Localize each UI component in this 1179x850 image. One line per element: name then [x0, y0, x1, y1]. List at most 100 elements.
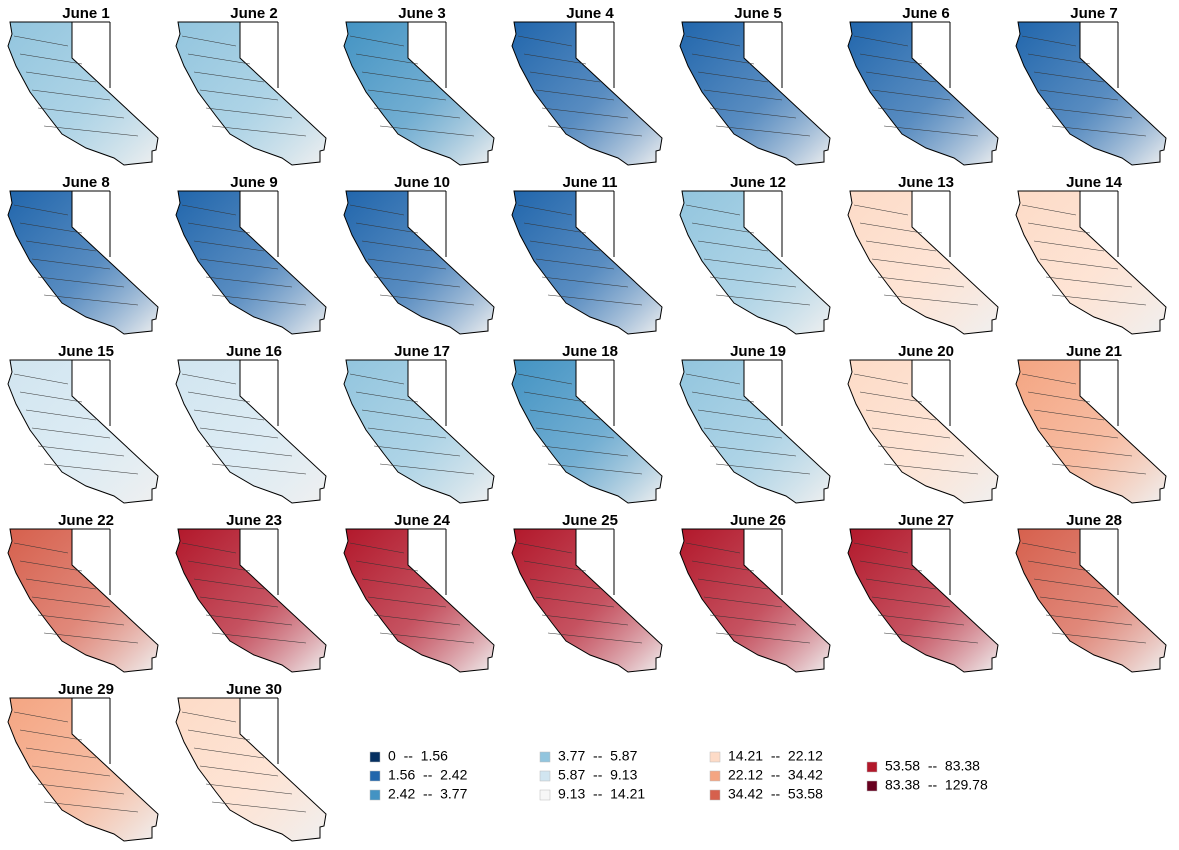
legend-label: 9.13 -- 14.21 — [558, 786, 645, 802]
panel-title: June 14 — [1066, 174, 1123, 191]
panel-title: June 23 — [226, 512, 282, 529]
panel-title: June 8 — [62, 174, 110, 191]
legend-label: 3.77 -- 5.87 — [558, 748, 638, 764]
legend-label: 1.56 -- 2.42 — [388, 767, 468, 783]
legend-swatch — [540, 790, 550, 800]
state-map — [176, 22, 326, 165]
map-panel: June 12 — [680, 174, 830, 334]
map-panel: June 6 — [848, 5, 998, 165]
panel-title: June 29 — [58, 681, 114, 698]
panel-title: June 4 — [566, 5, 614, 22]
map-panel: June 23 — [176, 512, 326, 672]
figure: June 1 June 2 June 3 June 4 June 5 June 6 June… — [0, 0, 1179, 850]
state-map — [176, 191, 326, 334]
panel-title: June 19 — [730, 343, 786, 360]
panel-title: June 5 — [734, 5, 782, 22]
panel-title: June 28 — [1066, 512, 1122, 529]
legend-label: 5.87 -- 9.13 — [558, 767, 638, 783]
panel-title: June 6 — [902, 5, 950, 22]
state-map — [176, 360, 326, 503]
legend-swatch — [710, 790, 720, 800]
legend-label: 14.21 -- 22.12 — [728, 748, 823, 764]
map-panel: June 22 — [8, 512, 158, 672]
panel-title: June 16 — [226, 343, 282, 360]
state-map — [680, 22, 830, 165]
state-map — [1016, 529, 1166, 672]
panel-title: June 18 — [562, 343, 618, 360]
state-map — [344, 191, 494, 334]
panel-title: June 11 — [562, 174, 617, 191]
map-panel: June 10 — [344, 174, 494, 334]
panel-title: June 3 — [398, 5, 446, 22]
map-panel: June 17 — [344, 343, 494, 503]
state-map — [344, 22, 494, 165]
legend-swatch — [540, 771, 550, 781]
map-panel: June 27 — [848, 512, 998, 672]
legend-label: 83.38 -- 129.78 — [885, 777, 988, 793]
map-panel: June 1 — [8, 5, 158, 165]
state-map — [1016, 191, 1166, 334]
panel-title: June 15 — [58, 343, 114, 360]
map-panel: June 14 — [1016, 174, 1166, 334]
map-panel: June 15 — [8, 343, 158, 503]
state-map — [8, 22, 158, 165]
state-map — [176, 698, 326, 841]
map-panel: June 18 — [512, 343, 662, 503]
panel-title: June 9 — [230, 174, 278, 191]
state-map — [8, 529, 158, 672]
map-panel: June 21 — [1016, 343, 1166, 503]
map-panel: June 9 — [176, 174, 326, 334]
legend-label: 0 -- 1.56 — [388, 748, 448, 764]
map-panel: June 28 — [1016, 512, 1166, 672]
panel-title: June 10 — [394, 174, 450, 191]
map-panel: June 3 — [344, 5, 494, 165]
map-panel: June 25 — [512, 512, 662, 672]
legend-swatch — [540, 752, 550, 762]
state-map — [1016, 360, 1166, 503]
map-panel: June 24 — [344, 512, 494, 672]
legend-label: 53.58 -- 83.38 — [885, 758, 980, 774]
panel-title: June 17 — [394, 343, 450, 360]
map-panel: June 26 — [680, 512, 830, 672]
state-map — [176, 529, 326, 672]
panel-title: June 27 — [898, 512, 954, 529]
map-panel: June 8 — [8, 174, 158, 334]
legend-label: 22.12 -- 34.42 — [728, 767, 823, 783]
panel-title: June 20 — [898, 343, 954, 360]
map-panel: June 2 — [176, 5, 326, 165]
state-map — [8, 360, 158, 503]
state-map — [344, 360, 494, 503]
legend-swatch — [867, 781, 877, 791]
panel-title: June 24 — [394, 512, 451, 529]
panel-title: June 26 — [730, 512, 786, 529]
map-panel: June 5 — [680, 5, 830, 165]
state-map — [848, 22, 998, 165]
legend-label: 2.42 -- 3.77 — [388, 786, 468, 802]
state-map — [1016, 22, 1166, 165]
map-panel: June 30 — [176, 681, 326, 841]
state-map — [344, 529, 494, 672]
state-map — [848, 529, 998, 672]
map-panel: June 19 — [680, 343, 830, 503]
state-map — [848, 360, 998, 503]
state-map — [512, 360, 662, 503]
state-map — [680, 191, 830, 334]
map-panel: June 16 — [176, 343, 326, 503]
legend-swatch — [370, 771, 380, 781]
state-map — [8, 698, 158, 841]
panel-title: June 30 — [226, 681, 282, 698]
panel-title: June 25 — [562, 512, 618, 529]
panel-title: June 1 — [62, 5, 110, 22]
map-panel: June 11 — [512, 174, 662, 334]
panel-title: June 13 — [898, 174, 954, 191]
state-map — [680, 360, 830, 503]
map-panel: June 4 — [512, 5, 662, 165]
panel-title: June 2 — [230, 5, 278, 22]
panel-title: June 22 — [58, 512, 114, 529]
panel-title: June 12 — [730, 174, 786, 191]
state-map — [8, 191, 158, 334]
state-map — [512, 191, 662, 334]
map-panel: June 7 — [1016, 5, 1166, 165]
state-map — [512, 529, 662, 672]
state-map — [680, 529, 830, 672]
